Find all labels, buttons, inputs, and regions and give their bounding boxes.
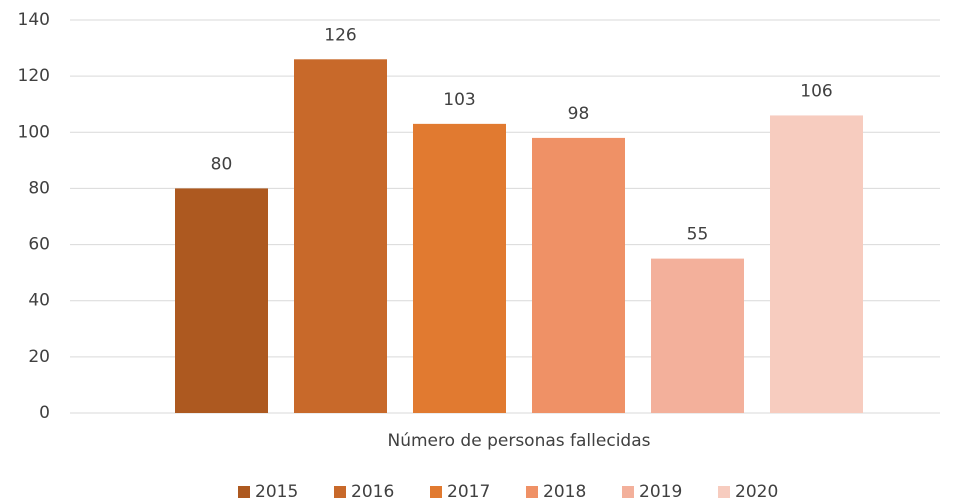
bar <box>175 188 268 413</box>
y-tick-label: 40 <box>28 291 50 311</box>
bar <box>770 115 863 413</box>
data-label: 106 <box>800 81 832 101</box>
y-tick-label: 60 <box>28 235 50 255</box>
x-axis-label: Número de personas fallecidas <box>388 431 651 451</box>
bar <box>413 123 506 413</box>
y-tick-label: 80 <box>28 178 50 198</box>
data-label: 126 <box>324 25 356 45</box>
legend-swatch <box>238 486 250 498</box>
data-label: 80 <box>211 154 233 174</box>
bar <box>532 137 625 413</box>
legend-label: 2016 <box>351 482 394 501</box>
data-label: 98 <box>568 104 590 124</box>
legend-label: 2017 <box>447 482 490 501</box>
legend-swatch <box>334 486 346 498</box>
legend-label: 2020 <box>735 482 778 501</box>
y-tick-label: 20 <box>28 347 50 367</box>
data-label: 55 <box>687 225 709 245</box>
legend-label: 2019 <box>639 482 682 501</box>
legend-swatch <box>430 486 442 498</box>
bar <box>294 59 387 414</box>
data-label: 103 <box>443 90 475 110</box>
y-tick-label: 140 <box>18 10 50 30</box>
legend-swatch <box>718 486 730 498</box>
legend-label: 2015 <box>255 482 298 501</box>
legend-label: 2018 <box>543 482 586 501</box>
y-tick-label: 120 <box>18 66 50 86</box>
y-tick-label: 100 <box>18 122 50 142</box>
legend-swatch <box>526 486 538 498</box>
bar <box>651 258 744 413</box>
y-tick-label: 0 <box>39 403 50 423</box>
legend-swatch <box>622 486 634 498</box>
